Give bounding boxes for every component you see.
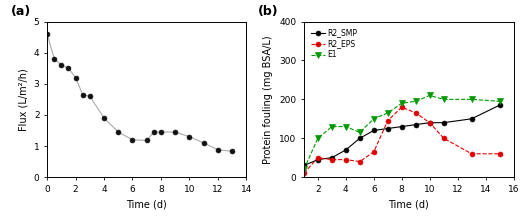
E1 [385, 112, 391, 114]
E1 [343, 125, 349, 128]
R2_SMP [412, 123, 419, 126]
R2_EPS [315, 156, 321, 159]
R2_EPS [301, 172, 307, 175]
R2_EPS [370, 151, 377, 153]
R2_SMP [427, 121, 433, 124]
E1 [496, 100, 503, 103]
X-axis label: Time (d): Time (d) [388, 199, 429, 209]
R2_EPS [399, 106, 405, 108]
E1 [329, 125, 335, 128]
R2_EPS [329, 158, 335, 161]
R2_EPS [412, 112, 419, 114]
E1 [441, 98, 447, 101]
Y-axis label: Protein fouling (mg BSA/L): Protein fouling (mg BSA/L) [264, 35, 274, 164]
Line: R2_EPS: R2_EPS [301, 105, 502, 176]
Text: (a): (a) [12, 5, 31, 19]
R2_SMP [441, 121, 447, 124]
Text: (b): (b) [258, 5, 278, 19]
Legend: R2_SMP, R2_EPS, E1: R2_SMP, R2_EPS, E1 [310, 27, 359, 61]
R2_EPS [385, 119, 391, 122]
R2_EPS [441, 137, 447, 140]
R2_EPS [343, 158, 349, 161]
Line: R2_SMP: R2_SMP [301, 103, 502, 168]
R2_EPS [468, 152, 475, 155]
E1 [427, 94, 433, 97]
E1 [315, 137, 321, 140]
R2_EPS [357, 160, 363, 163]
R2_SMP [370, 129, 377, 132]
Line: E1: E1 [300, 92, 503, 173]
R2_SMP [357, 137, 363, 140]
E1 [357, 131, 363, 134]
R2_SMP [329, 156, 335, 159]
E1 [301, 168, 307, 171]
Y-axis label: Flux (L/m²/h): Flux (L/m²/h) [18, 68, 28, 131]
R2_SMP [385, 127, 391, 130]
E1 [412, 100, 419, 103]
E1 [370, 118, 377, 120]
R2_SMP [468, 118, 475, 120]
R2_SMP [399, 125, 405, 128]
R2_SMP [315, 158, 321, 161]
E1 [399, 102, 405, 105]
R2_EPS [427, 121, 433, 124]
R2_SMP [301, 164, 307, 167]
R2_EPS [496, 152, 503, 155]
R2_SMP [496, 104, 503, 106]
X-axis label: Time (d): Time (d) [126, 199, 167, 209]
R2_SMP [343, 149, 349, 151]
E1 [468, 98, 475, 101]
